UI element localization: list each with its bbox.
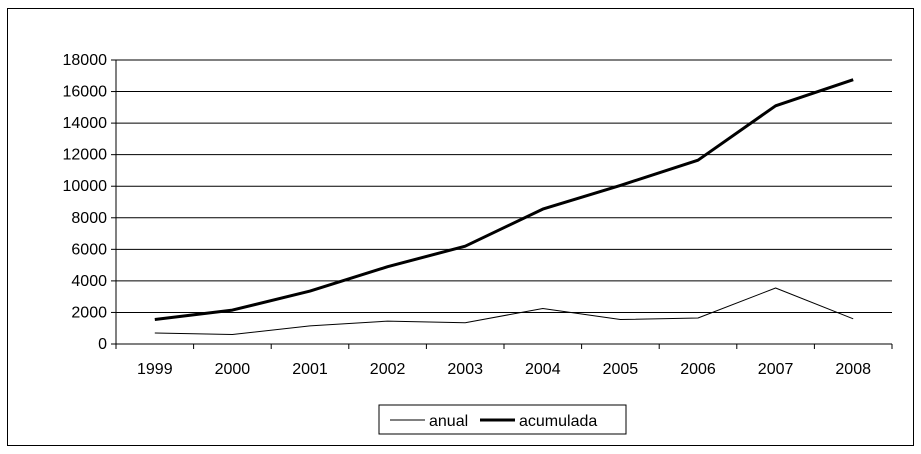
legend-label-acumulada: acumulada	[519, 413, 597, 430]
y-tick-label-0: 0	[98, 336, 107, 353]
x-tick-label-2003: 2003	[447, 361, 483, 378]
y-tick-label-16000: 16000	[63, 84, 108, 101]
y-tick-label-2000: 2000	[71, 304, 107, 321]
x-tick-labels: 1999 2000 2001 2002 2003 2004 2005 2006 2007 2008	[137, 361, 871, 378]
y-tick-label-12000: 12000	[63, 147, 108, 164]
x-tick-label-2001: 2001	[292, 361, 328, 378]
y-tick-label-8000: 8000	[71, 210, 107, 227]
x-tick-label-2006: 2006	[680, 361, 716, 378]
x-tick-label-2008: 2008	[835, 361, 871, 378]
series-line-acumulada	[154, 78, 854, 321]
series-line-anual	[154, 287, 854, 335]
gridlines	[116, 59, 892, 313]
series-lines	[154, 78, 854, 335]
y-tick-label-10000: 10000	[63, 178, 108, 195]
legend-label-anual: anual	[429, 413, 468, 430]
x-tick-label-1999: 1999	[137, 361, 173, 378]
y-tick-label-4000: 4000	[71, 273, 107, 290]
legend: anual acumulada	[378, 404, 627, 435]
x-tick-label-2000: 2000	[215, 361, 251, 378]
x-tick-label-2004: 2004	[525, 361, 561, 378]
y-tick-labels: 0 2000 4000 6000 8000 10000 12000 14000 16000 180…	[63, 52, 108, 353]
chart-frame	[7, 8, 914, 446]
x-tick-label-2002: 2002	[370, 361, 406, 378]
axes	[111, 59, 893, 349]
y-tick-label-14000: 14000	[63, 115, 108, 132]
y-tick-label-6000: 6000	[71, 241, 107, 258]
y-tick-label-18000: 18000	[63, 52, 108, 69]
x-tick-label-2005: 2005	[603, 361, 639, 378]
x-tick-label-2007: 2007	[758, 361, 794, 378]
